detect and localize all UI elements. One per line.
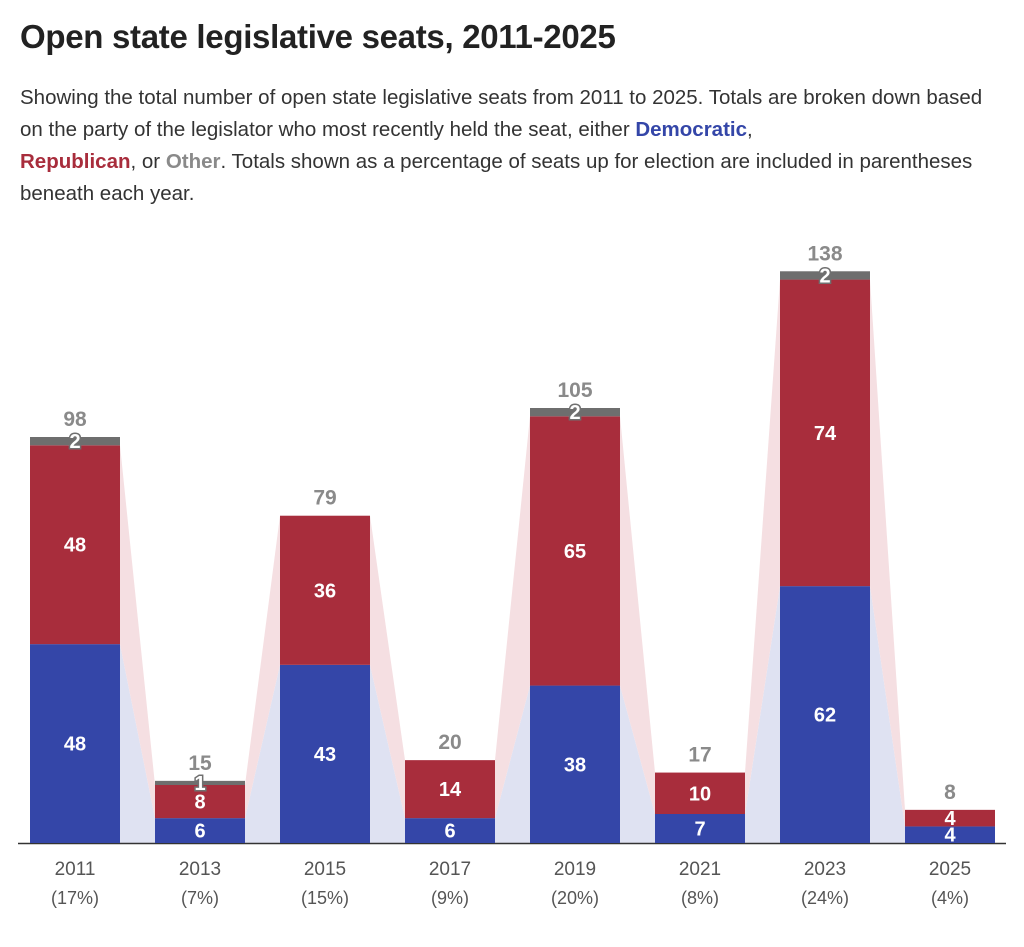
x-tick-label: 2015 [304,859,346,880]
x-tick-label: 2025 [929,859,971,880]
democratic-connector-band [245,664,280,843]
bar-total-label: 17 [688,744,711,767]
label-republican: 48 [64,535,86,557]
label-democratic: 6 [194,821,205,843]
label-other: 2 [69,431,80,453]
label-republican: 36 [314,580,336,602]
republican-connector-band [620,416,655,814]
label-democratic: 6 [444,821,455,843]
bar-republican [405,760,495,819]
label-other: 2 [819,265,830,287]
bar-other [30,437,120,446]
democratic-connector-band [870,586,905,843]
democratic-connector-band [745,586,780,843]
x-percent-label: (24%) [801,888,849,908]
label-republican: 14 [439,779,462,801]
subtitle-text-before: Showing the total number of open state l… [20,86,983,141]
x-tick-label: 2017 [429,859,471,880]
label-republican: 8 [194,792,205,814]
label-other: 2 [569,402,580,424]
x-tick-label: 2011 [55,859,96,880]
label-republican: 10 [689,783,711,805]
bar-other [780,271,870,280]
chart-title: Open state legislative seats, 2011-2025 [20,18,616,55]
x-tick-label: 2021 [679,859,721,880]
x-percent-label: (15%) [301,888,349,908]
x-percent-label: (20%) [551,888,599,908]
republican-connector-band [120,445,155,819]
bar-democratic [655,814,745,843]
republican-connector-band [370,515,405,819]
label-democratic: 43 [314,744,336,766]
label-democratic: 7 [694,819,705,841]
subtitle-separator-2: , or [130,150,166,173]
democratic-connector-band [120,644,155,843]
bar-total-label: 8 [944,781,956,804]
subtitle-text-after: . Totals shown as a percentage of seats … [20,150,973,205]
democratic-connector-band [495,685,530,843]
label-republican: 4 [944,808,956,830]
legend-democratic: Democratic [635,118,748,141]
chart-subtitle: Showing the total number of open state l… [20,82,1010,210]
bar-total-label: 105 [557,379,592,402]
bar-democratic [30,644,120,843]
x-percent-label: (8%) [681,888,719,908]
label-democratic: 48 [64,734,86,756]
republican-connector-band [495,416,530,819]
x-percent-label: (7%) [181,888,219,908]
bar-republican [655,772,745,814]
bar-democratic [155,818,245,843]
bar-republican [280,515,370,665]
x-percent-label: (17%) [51,888,99,908]
bar-total-label: 138 [807,242,842,265]
x-tick-label: 2019 [554,859,596,880]
bar-democratic [780,586,870,843]
republican-connector-band [245,515,280,819]
label-other: 1 [194,773,205,795]
bar-democratic [530,685,620,843]
label-democratic: 62 [814,705,836,727]
republican-connector-band [745,279,780,815]
bar-total-label: 15 [188,752,212,775]
legend-republican: Republican [20,150,131,173]
x-tick-label: 2013 [179,859,221,880]
bar-republican [780,279,870,587]
label-democratic: 38 [564,754,586,776]
democratic-connector-band [620,685,655,843]
bar-republican [30,445,120,645]
bar-democratic [405,818,495,843]
bar-total-label: 98 [63,408,87,431]
x-percent-label: (9%) [431,888,469,908]
label-republican: 74 [814,423,837,445]
bar-democratic [280,664,370,843]
bar-republican [155,785,245,819]
bar-total-label: 20 [438,731,461,754]
legend-other: Other [165,150,221,173]
bar-total-label: 79 [313,487,336,510]
democratic-connector-band [370,664,405,843]
label-republican: 65 [564,541,586,563]
label-democratic: 4 [944,825,956,847]
bar-republican [530,416,620,686]
bar-other [530,408,620,417]
subtitle-separator-1: , [747,118,753,141]
bar-democratic [905,826,995,843]
x-percent-label: (4%) [931,888,969,908]
bar-other [155,780,245,785]
republican-connector-band [870,279,905,827]
x-tick-label: 2023 [804,859,846,880]
bar-republican [905,809,995,827]
